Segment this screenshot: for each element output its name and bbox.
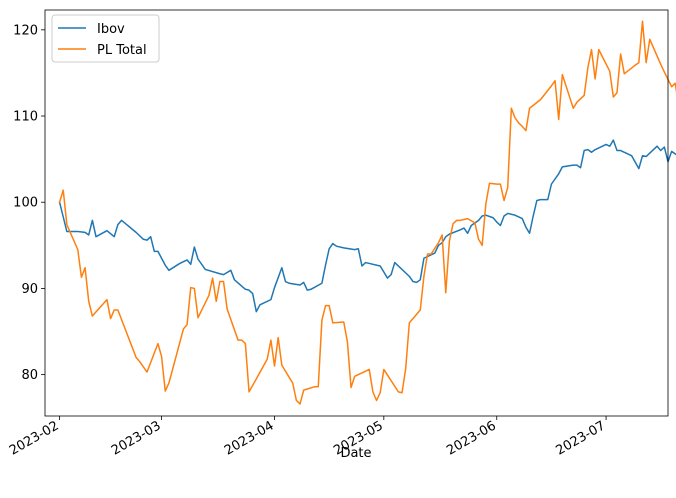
y-tick-label: 110 <box>13 110 38 125</box>
y-tick-label: 100 <box>13 196 38 211</box>
y-tick-label: 90 <box>21 282 38 297</box>
x-axis-label: Date <box>340 446 371 461</box>
legend-label: PL Total <box>97 43 147 58</box>
series-line-pl-total <box>58 20 676 405</box>
legend: Ibov PL Total <box>51 14 160 63</box>
series-line-ibov <box>58 139 676 313</box>
plot-area <box>58 20 676 405</box>
y-tick-label: 80 <box>21 368 38 383</box>
legend-box <box>51 14 160 63</box>
y-tick-label: 120 <box>13 23 38 38</box>
plot-frame <box>44 9 669 417</box>
legend-label: Ibov <box>97 22 125 37</box>
